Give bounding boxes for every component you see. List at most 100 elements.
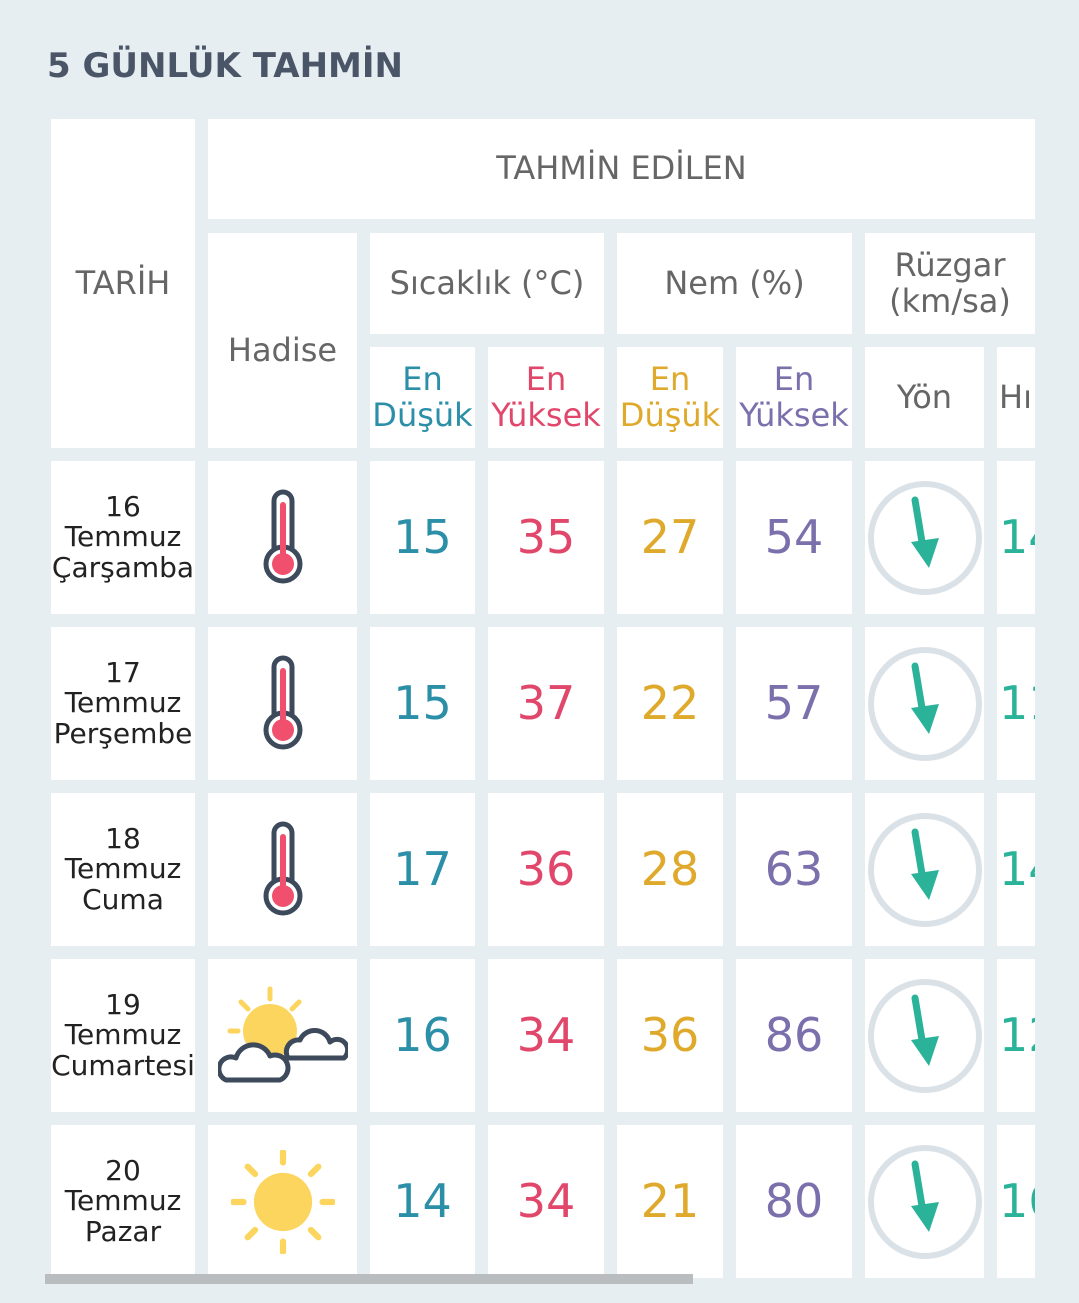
- wind-arrow: [867, 480, 982, 595]
- date-cell: 19 Temmuz Cumartesi: [51, 959, 195, 1112]
- value-cell: 36: [488, 793, 604, 946]
- value-cell: 14: [997, 793, 1035, 946]
- forecast-table: TARİH TAHMİN EDİLEN Hadise Sıcaklık (°C) Nem…: [51, 119, 1035, 1303]
- header-temp_low: En Düşük: [372, 360, 473, 434]
- date-day: 20: [105, 1154, 141, 1188]
- temp-high: 37: [516, 676, 576, 731]
- header-cell: Sıcaklık (°C): [370, 233, 604, 334]
- hum-low: 28: [640, 842, 700, 897]
- temp-high: 34: [516, 1174, 576, 1229]
- date-weekday: Cuma: [82, 882, 164, 916]
- header-cell: En Düşük: [370, 347, 475, 448]
- date-weekday: Perşembe: [53, 716, 193, 750]
- hum-high: 63: [764, 842, 824, 897]
- date-weekday: Cumartesi: [51, 1048, 195, 1082]
- wind-dir-cell: [865, 959, 984, 1112]
- date-cell: 18 Temmuz Cuma: [51, 793, 195, 946]
- temp-low: 15: [393, 676, 452, 731]
- wind-speed: 12: [999, 1008, 1035, 1063]
- header-cell: TAHMİN EDİLEN: [208, 119, 1035, 219]
- header-date: TARİH: [75, 263, 171, 302]
- scrollbar[interactable]: [45, 1274, 693, 1284]
- header-cell: Rüzgar (km/sa): [865, 233, 1035, 334]
- value-cell: 80: [736, 1125, 852, 1278]
- date-day: 19: [105, 988, 141, 1022]
- value-cell: 27: [617, 461, 723, 614]
- value-cell: 15: [370, 461, 475, 614]
- header-wind: Rüzgar (km/sa): [889, 246, 1011, 320]
- temp-high: 36: [516, 842, 576, 897]
- date-month: Temmuz: [64, 1018, 182, 1052]
- value-cell: 16: [370, 959, 475, 1112]
- wind-arrow: [867, 812, 982, 927]
- value-cell: 86: [736, 959, 852, 1112]
- hum-low: 21: [640, 1174, 700, 1229]
- header-cell: Yön: [865, 347, 984, 448]
- header-temperature: Sıcaklık (°C): [389, 263, 585, 302]
- date-month: Temmuz: [64, 520, 182, 554]
- wind-arrow: [867, 646, 982, 761]
- event-cell: [208, 959, 357, 1112]
- value-cell: 14: [370, 1125, 475, 1278]
- header-wind-speed: Hı: [999, 377, 1032, 416]
- value-cell: 22: [617, 627, 723, 780]
- value-cell: 17: [370, 793, 475, 946]
- wind-speed: 16: [999, 1174, 1035, 1229]
- hum-low: 22: [640, 676, 700, 731]
- wind-arrow: [867, 1144, 982, 1259]
- value-cell: 12: [997, 959, 1035, 1112]
- header-cell: Hadise: [208, 233, 357, 448]
- event-cell: [208, 793, 357, 946]
- weather-icon: [230, 1149, 335, 1254]
- hum-high: 57: [764, 676, 824, 731]
- value-cell: 35: [488, 461, 604, 614]
- header-cell: TARİH: [51, 119, 195, 448]
- value-cell: 14: [997, 461, 1035, 614]
- header-cell: En Yüksek: [488, 347, 604, 448]
- value-cell: 16: [997, 1125, 1035, 1278]
- wind-arrow: [867, 978, 982, 1093]
- header-cell: Nem (%): [617, 233, 852, 334]
- temp-high: 34: [516, 1008, 576, 1063]
- value-cell: 36: [617, 959, 723, 1112]
- header-forecast: TAHMİN EDİLEN: [496, 149, 747, 188]
- wind-speed: 11: [999, 676, 1035, 731]
- event-cell: [208, 1125, 357, 1278]
- event-cell: [208, 461, 357, 614]
- hum-low: 27: [640, 510, 700, 565]
- wind-dir-cell: [865, 627, 984, 780]
- date-cell: 20 Temmuz Pazar: [51, 1125, 195, 1278]
- date-day: 17: [105, 656, 141, 690]
- temp-low: 14: [393, 1174, 452, 1229]
- wind-dir-cell: [865, 461, 984, 614]
- header-cell: En Düşük: [617, 347, 723, 448]
- date-month: Temmuz: [64, 852, 182, 886]
- weather-icon: [217, 986, 348, 1082]
- hum-high: 54: [764, 510, 824, 565]
- date-weekday: Pazar: [84, 1214, 162, 1248]
- header-cell: Hı: [997, 347, 1035, 448]
- date-cell: 17 Temmuz Perşembe: [51, 627, 195, 780]
- title: 5 GÜNLÜK TAHMİN: [47, 46, 403, 86]
- hum-high: 80: [764, 1174, 824, 1229]
- date-weekday: Çarşamba: [51, 550, 195, 584]
- value-cell: 57: [736, 627, 852, 780]
- value-cell: 34: [488, 959, 604, 1112]
- date-day: 18: [105, 822, 141, 856]
- wind-speed: 14: [999, 510, 1035, 565]
- header-wind-dir: Yön: [896, 377, 953, 416]
- value-cell: 37: [488, 627, 604, 780]
- wind-dir-cell: [865, 793, 984, 946]
- value-cell: 63: [736, 793, 852, 946]
- temp-low: 17: [393, 842, 452, 897]
- value-cell: 11: [997, 627, 1035, 780]
- value-cell: 34: [488, 1125, 604, 1278]
- header-event: Hadise: [227, 330, 338, 369]
- temp-low: 16: [393, 1008, 452, 1063]
- wind-dir-cell: [865, 1125, 984, 1278]
- hum-high: 86: [764, 1008, 824, 1063]
- header-hum_high: En Yüksek: [739, 360, 849, 434]
- date-day: 16: [105, 490, 141, 524]
- hum-low: 36: [640, 1008, 700, 1063]
